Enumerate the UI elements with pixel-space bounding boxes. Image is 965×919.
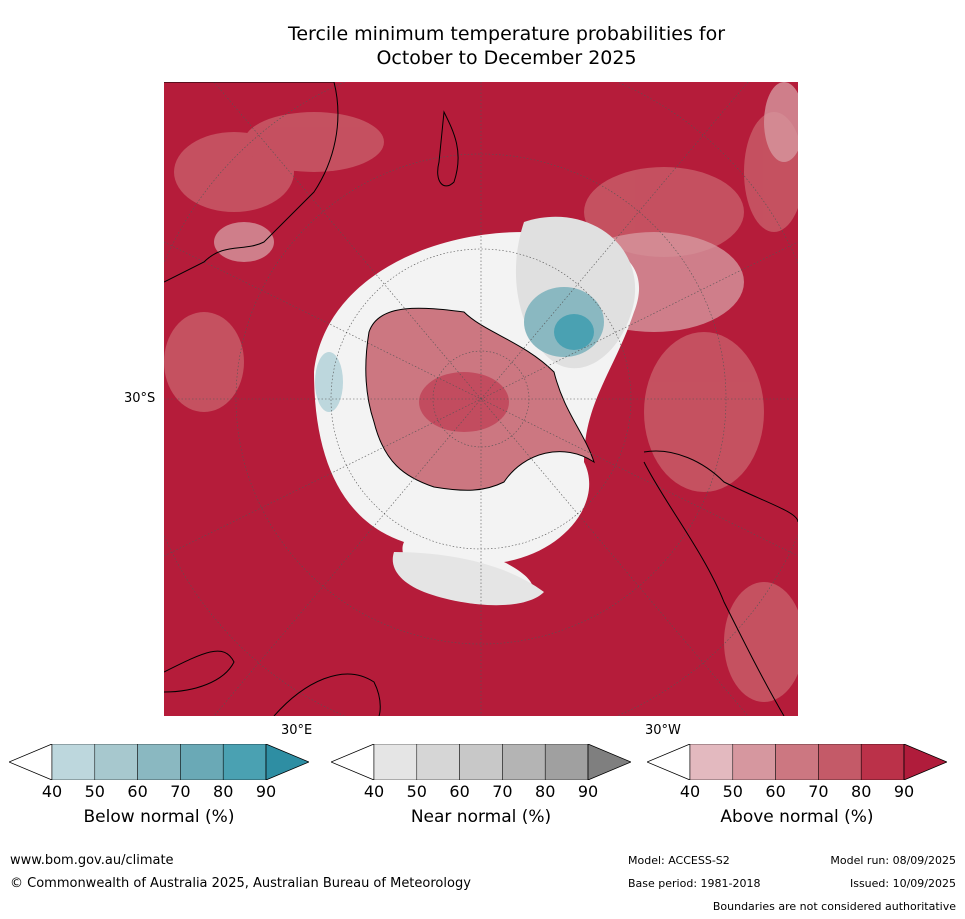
colorbar-segment bbox=[180, 744, 224, 780]
colorbar-extend-high bbox=[903, 744, 947, 780]
colorbar-extend-low bbox=[9, 744, 53, 780]
colorbar-near-normal bbox=[331, 744, 631, 780]
colorbar-tick-label: 90 bbox=[893, 782, 915, 801]
colorbar-segment bbox=[51, 744, 96, 780]
map-title: Tercile minimum temperature probabilitie… bbox=[164, 22, 849, 70]
colorbar-label-above: Above normal (%) bbox=[720, 807, 874, 827]
colorbar-extend-low bbox=[331, 744, 375, 780]
lat-label-30s: 30°S bbox=[124, 391, 156, 406]
colorbar-tick-label: 50 bbox=[84, 782, 105, 801]
colorbar-segment bbox=[544, 744, 589, 780]
colorbar-tick-label: 60 bbox=[765, 782, 786, 801]
lon-label-30w: 30°W bbox=[645, 723, 681, 738]
base-period-text: Base period: 1981-2018 bbox=[628, 877, 761, 890]
colorbar-extend-high bbox=[265, 744, 309, 780]
colorbar-label-below: Below normal (%) bbox=[83, 807, 235, 827]
disclaimer-text: Boundaries are not considered authoritat… bbox=[712, 900, 956, 913]
colorbar-tick-label: 50 bbox=[722, 782, 743, 801]
polar-probability-map bbox=[164, 82, 798, 716]
colorbar-tick-label: 70 bbox=[808, 782, 829, 801]
title-line-2: October to December 2025 bbox=[376, 47, 637, 69]
colorbar-segment bbox=[818, 744, 862, 780]
colorbar-tick-label: 50 bbox=[406, 782, 427, 801]
colorbar-segment bbox=[732, 744, 776, 780]
colorbar-below-normal bbox=[9, 744, 309, 780]
colorbar-segment bbox=[689, 744, 734, 780]
colorbar-tick-label: 90 bbox=[255, 782, 277, 801]
colorbar-tick-label: 40 bbox=[679, 782, 701, 801]
colorbar-tick-label: 80 bbox=[851, 782, 872, 801]
colorbar-segment bbox=[373, 744, 418, 780]
colorbar-tick-label: 70 bbox=[170, 782, 191, 801]
colorbar-extend-low bbox=[647, 744, 691, 780]
colorbar-segment bbox=[860, 744, 905, 780]
lon-label-30e: 30°E bbox=[281, 723, 313, 738]
title-line-1: Tercile minimum temperature probabilitie… bbox=[287, 23, 726, 45]
colorbar-tick-label: 40 bbox=[41, 782, 63, 801]
copyright-text: © Commonwealth of Australia 2025, Austra… bbox=[10, 876, 471, 891]
colorbar-segment bbox=[137, 744, 181, 780]
model-run-text: Model run: 08/09/2025 bbox=[830, 854, 956, 867]
colorbar-tick-label: 90 bbox=[577, 782, 599, 801]
colorbar-above-normal bbox=[647, 744, 947, 780]
colorbar-tick-label: 70 bbox=[492, 782, 513, 801]
colorbar-segment bbox=[775, 744, 819, 780]
colorbar-tick-label: 40 bbox=[363, 782, 385, 801]
issued-text: Issued: 10/09/2025 bbox=[849, 877, 956, 890]
colorbar-tick-label: 80 bbox=[213, 782, 234, 801]
colorbar-label-near: Near normal (%) bbox=[410, 807, 552, 827]
colorbar-extend-high bbox=[587, 744, 631, 780]
colorbar-segment bbox=[94, 744, 138, 780]
colorbar-segment bbox=[222, 744, 267, 780]
colorbar-tick-label: 60 bbox=[127, 782, 148, 801]
colorbar-tick-label: 60 bbox=[449, 782, 470, 801]
colorbar-tick-label: 80 bbox=[535, 782, 556, 801]
model-text: Model: ACCESS-S2 bbox=[628, 854, 730, 867]
colorbar-segment bbox=[459, 744, 503, 780]
colorbar-segment bbox=[416, 744, 460, 780]
colorbar-segment bbox=[502, 744, 546, 780]
website-link[interactable]: www.bom.gov.au/climate bbox=[10, 853, 174, 868]
